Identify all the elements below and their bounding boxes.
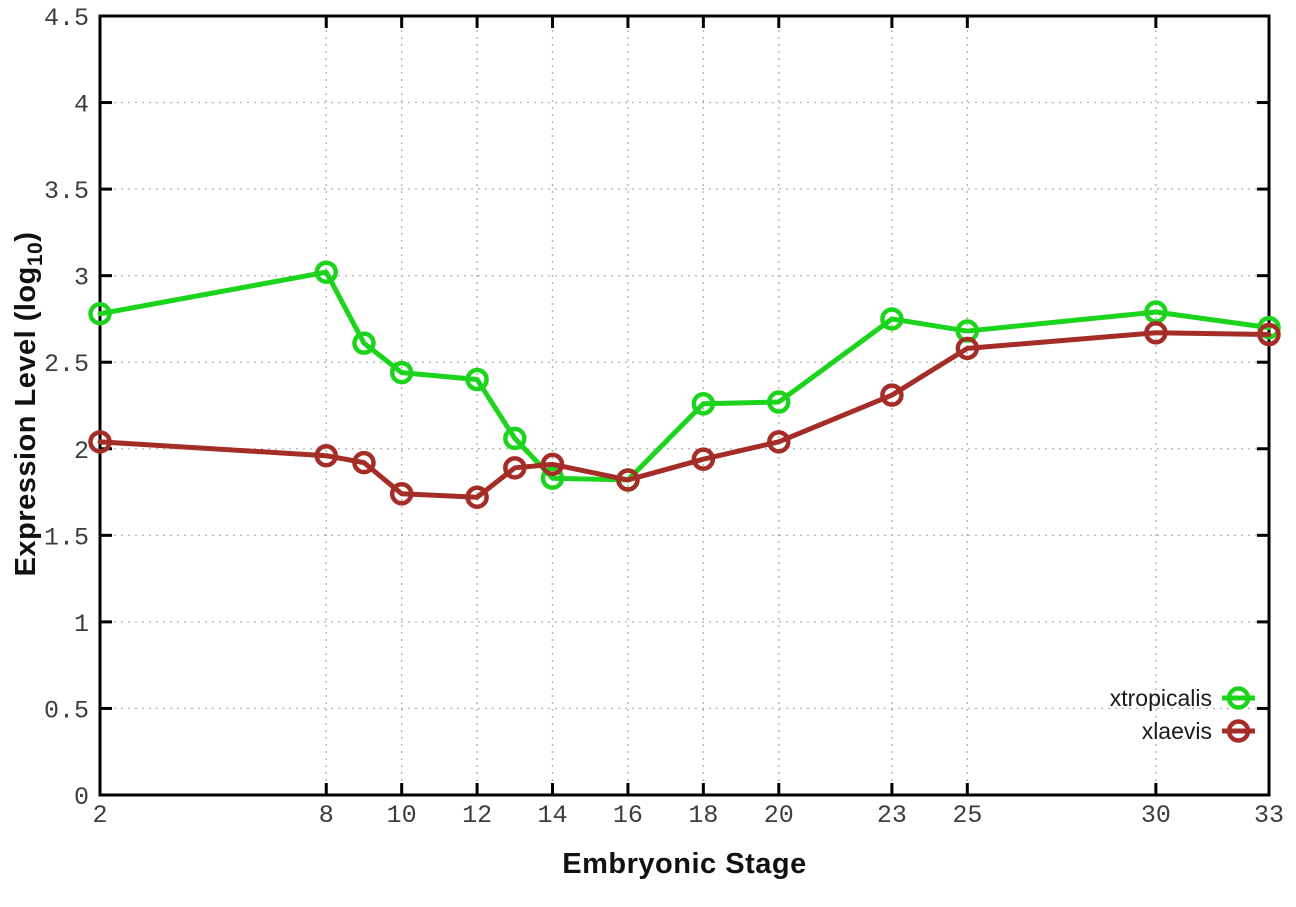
data-point-xlaevis xyxy=(314,443,339,468)
grid xyxy=(100,16,1269,795)
tick-labels: 2 8 10 12 14 16 18 20 23 25 30 33 0 0.5 1 1.5 2 2.5 3 3.5 4 4… xyxy=(44,4,1284,830)
axis-ticks xyxy=(98,14,1271,797)
x-tick-label: 20 xyxy=(764,801,794,830)
y-axis-title-subscript: 10 xyxy=(24,241,47,267)
x-tick-label: 30 xyxy=(1141,801,1171,830)
series-line-xlaevis xyxy=(97,330,1272,500)
y-tick-label: 4.5 xyxy=(44,4,89,33)
data-point-xlaevis xyxy=(616,468,640,492)
x-tick-label: 23 xyxy=(877,801,907,830)
x-tick-label: 25 xyxy=(952,801,982,830)
x-axis-title: Embryonic Stage xyxy=(562,848,807,880)
y-tick-label: 3.5 xyxy=(44,177,89,206)
y-tick-label: 1.5 xyxy=(44,523,89,552)
data-point-xtropicalis xyxy=(389,360,414,385)
data-point-xtropicalis xyxy=(691,392,716,416)
data-point-xtropicalis xyxy=(503,426,527,451)
legend-item-xlaevis: xlaevis xyxy=(1142,718,1255,744)
data-point-xlaevis xyxy=(1144,321,1168,345)
data-point-xtropicalis xyxy=(314,260,339,284)
legend-label-xlaevis: xlaevis xyxy=(1142,718,1212,744)
data-point-xlaevis xyxy=(88,430,112,454)
y-axis-title-text: Expression Level (log xyxy=(10,266,42,577)
legend-marker-xtropicalis xyxy=(1226,686,1251,710)
data-point-xlaevis xyxy=(389,482,414,506)
data-point-xtropicalis xyxy=(1257,315,1281,340)
legend-label-xtropicalis: xtropicalis xyxy=(1110,685,1212,711)
data-point-xtropicalis xyxy=(465,367,489,392)
x-tick-label: 16 xyxy=(613,801,643,830)
data-point-xlaevis xyxy=(503,456,527,480)
plot-border xyxy=(98,14,1271,797)
data-point-xlaevis xyxy=(352,450,376,475)
y-tick-label: 1 xyxy=(74,610,89,639)
legend-item-xtropicalis: xtropicalis xyxy=(1110,685,1255,711)
legend: xtropicalis xlaevis xyxy=(1110,685,1255,744)
legend-marker-xlaevis xyxy=(1226,719,1251,743)
data-point-xtropicalis xyxy=(880,307,904,331)
x-tick-label: 10 xyxy=(387,801,417,830)
data-point-xlaevis xyxy=(880,383,904,407)
x-tick-label: 33 xyxy=(1254,801,1284,830)
data-point-xtropicalis xyxy=(767,390,791,414)
data-point-xtropicalis xyxy=(540,466,565,490)
y-tick-label: 2.5 xyxy=(44,350,89,379)
x-tick-label: 12 xyxy=(462,801,492,830)
x-tick-label: 2 xyxy=(92,801,107,830)
data-point-xlaevis xyxy=(767,430,791,454)
y-tick-label: 2 xyxy=(74,437,89,466)
data-point-xtropicalis xyxy=(352,331,376,355)
x-tick-label: 14 xyxy=(538,801,568,830)
data-point-xtropicalis xyxy=(88,302,112,326)
x-tick-label: 18 xyxy=(688,801,718,830)
y-tick-label: 4 xyxy=(74,91,89,120)
data-point-xlaevis xyxy=(955,336,980,361)
y-tick-label: 0.5 xyxy=(44,696,89,725)
series-xlaevis xyxy=(88,321,1281,509)
data-point-xlaevis xyxy=(540,452,565,477)
data-point-xlaevis xyxy=(1257,322,1281,347)
data-point-xlaevis xyxy=(691,447,716,471)
data-point-xlaevis xyxy=(465,485,489,509)
y-tick-label: 0 xyxy=(74,783,89,812)
series-xtropicalis xyxy=(88,260,1281,492)
y-tick-label: 3 xyxy=(74,264,89,293)
y-axis-title-close: ) xyxy=(10,231,42,242)
x-tick-label: 8 xyxy=(319,801,334,830)
y-axis-title: Expression Level (log10) xyxy=(8,154,47,654)
